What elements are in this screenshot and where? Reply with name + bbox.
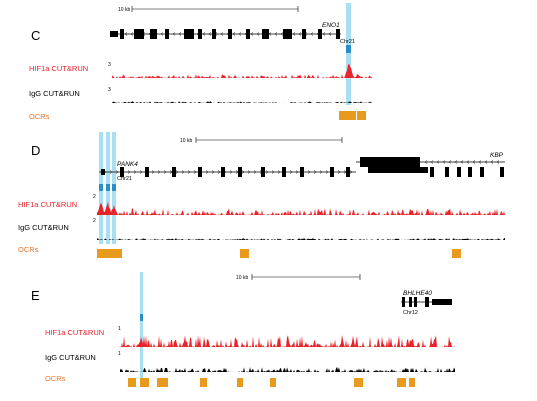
track-scale-hif1a-e: 1 bbox=[118, 326, 121, 332]
panel-c: C 10 kb ENO1 Chr21 HIF1a CUT&RUN 3 IgG C… bbox=[29, 3, 372, 121]
motif-marker bbox=[346, 45, 351, 53]
panel-letter-e: E bbox=[31, 288, 40, 303]
gene-name-eno1: ENO1 bbox=[322, 22, 340, 29]
motif-marker bbox=[140, 314, 143, 321]
ocr-peaks-c bbox=[339, 111, 366, 120]
panel-e: E 10 kb › BHLHE40 Chr12 HIF1a CUT&RUN 1 … bbox=[31, 272, 455, 387]
scale-label-c: 10 kb bbox=[118, 7, 130, 13]
panel-letter-d: D bbox=[31, 143, 40, 158]
gene-model-bhlhe40: › bbox=[401, 297, 452, 307]
gene-name-pank4: PANK4 bbox=[117, 161, 138, 168]
chr-label-d: Chr21 bbox=[117, 176, 132, 182]
scale-bar-c bbox=[131, 6, 299, 12]
hif1a-track-c bbox=[112, 63, 372, 78]
hif1a-track-d bbox=[97, 201, 505, 215]
track-scale-hif1a-d: 2 bbox=[93, 194, 96, 200]
track-scale-hif1a-c: 3 bbox=[108, 62, 111, 68]
motif-marker bbox=[99, 184, 103, 191]
hif1a-track-e bbox=[120, 335, 455, 347]
track-label-hif1a-e: HIF1a CUT&RUN bbox=[45, 328, 104, 337]
igg-track-d bbox=[97, 238, 505, 240]
panel-d: D 10 kb PANK4 KBP Chr21 HIF1a CUT&RUN 2 … bbox=[18, 132, 505, 258]
motif-marker bbox=[112, 184, 116, 191]
track-label-ocrs-e: OCRs bbox=[45, 374, 66, 383]
igg-track-c bbox=[112, 101, 372, 103]
scale-bar-d bbox=[195, 137, 343, 143]
chr-label-e: Chr12 bbox=[403, 310, 418, 316]
track-label-igg-c: IgG CUT&RUN bbox=[29, 89, 80, 98]
gene-name-bhlhe40: BHLHE40 bbox=[403, 290, 432, 297]
track-label-igg-d: IgG CUT&RUN bbox=[18, 223, 69, 232]
scale-label-e: 10 kb bbox=[236, 275, 248, 281]
highlight-band bbox=[140, 272, 143, 384]
ocr-peaks-e bbox=[128, 378, 415, 387]
gene-model-eno1 bbox=[110, 29, 341, 39]
gene-model-pank4-kbp bbox=[99, 157, 505, 177]
igg-track-e bbox=[120, 367, 455, 372]
highlight-band bbox=[346, 3, 351, 105]
ocr-peaks-d bbox=[97, 249, 461, 258]
track-label-hif1a-d: HIF1a CUT&RUN bbox=[18, 200, 77, 209]
track-scale-igg-c: 3 bbox=[108, 87, 111, 93]
motif-marker bbox=[106, 184, 110, 191]
track-label-hif1a-c: HIF1a CUT&RUN bbox=[29, 64, 88, 73]
gene-name-kbp: KBP bbox=[490, 152, 504, 159]
track-label-ocrs-c: OCRs bbox=[29, 112, 50, 121]
scale-bar-e bbox=[251, 274, 361, 280]
track-label-igg-e: IgG CUT&RUN bbox=[45, 353, 96, 362]
chr-label-c: Chr21 bbox=[340, 39, 355, 45]
svg-text:›: › bbox=[410, 299, 412, 306]
track-scale-igg-d: 2 bbox=[93, 218, 96, 224]
track-scale-igg-e: 1 bbox=[118, 351, 121, 357]
panel-letter-c: C bbox=[31, 28, 40, 43]
track-label-ocrs-d: OCRs bbox=[18, 245, 39, 254]
scale-label-d: 10 kb bbox=[180, 138, 192, 144]
